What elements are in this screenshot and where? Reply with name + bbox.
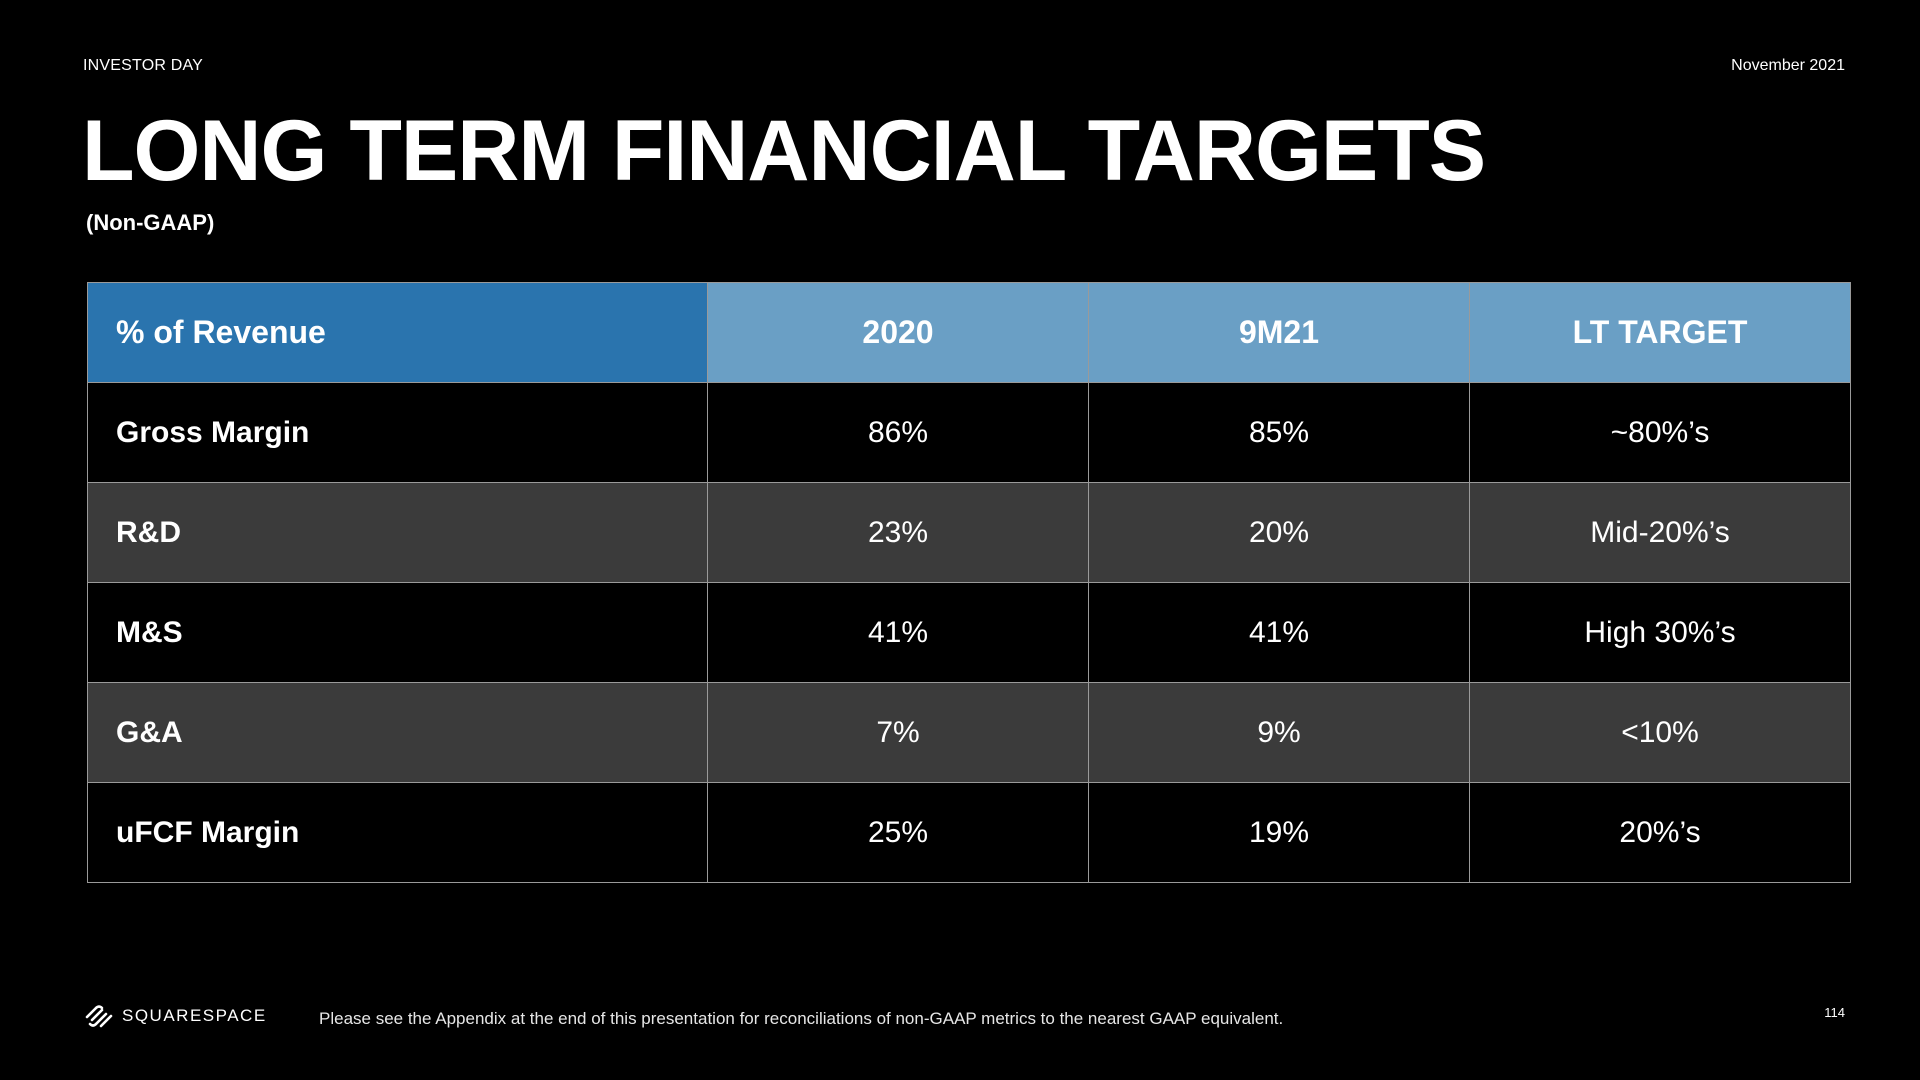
row-label: G&A: [87, 682, 708, 783]
cell-value: 19%: [1088, 782, 1470, 883]
targets-table-container: % of Revenue 2020 9M21 LT TARGET Gross M…: [87, 282, 1851, 883]
cell-value: 25%: [707, 782, 1089, 883]
table-header-row: % of Revenue 2020 9M21 LT TARGET: [87, 282, 1851, 383]
date-label: November 2021: [1731, 57, 1845, 74]
row-label: Gross Margin: [87, 382, 708, 483]
column-header-lt-target: LT TARGET: [1469, 282, 1851, 383]
row-label: M&S: [87, 582, 708, 683]
cell-value: 20%: [1088, 482, 1470, 583]
cell-value: 85%: [1088, 382, 1470, 483]
page-title: LONG TERM FINANCIAL TARGETS: [82, 103, 1486, 199]
cell-value: ~80%’s: [1469, 382, 1851, 483]
page-subtitle: (Non-GAAP): [86, 210, 215, 235]
column-header-2020: 2020: [707, 282, 1089, 383]
cell-value: <10%: [1469, 682, 1851, 783]
table-row: R&D 23% 20% Mid-20%’s: [87, 482, 1851, 583]
brand-name: SQUARESPACE: [122, 1006, 267, 1025]
row-label: uFCF Margin: [87, 782, 708, 883]
table-row: uFCF Margin 25% 19% 20%’s: [87, 782, 1851, 883]
cell-value: 7%: [707, 682, 1089, 783]
table-row: Gross Margin 86% 85% ~80%’s: [87, 382, 1851, 483]
row-label: R&D: [87, 482, 708, 583]
targets-table: % of Revenue 2020 9M21 LT TARGET Gross M…: [87, 282, 1851, 883]
table-row: G&A 7% 9% <10%: [87, 682, 1851, 783]
cell-value: 20%’s: [1469, 782, 1851, 883]
cell-value: 41%: [1088, 582, 1470, 683]
column-header-9m21: 9M21: [1088, 282, 1470, 383]
squarespace-logo-icon: [84, 1004, 114, 1028]
table-row: M&S 41% 41% High 30%’s: [87, 582, 1851, 683]
cell-value: 86%: [707, 382, 1089, 483]
eyebrow-label: INVESTOR DAY: [83, 57, 204, 74]
footnote: Please see the Appendix at the end of th…: [319, 1009, 1284, 1028]
cell-value: 23%: [707, 482, 1089, 583]
cell-value: High 30%’s: [1469, 582, 1851, 683]
brand-logo: SQUARESPACE: [84, 1004, 267, 1028]
column-header-metric: % of Revenue: [87, 282, 708, 383]
cell-value: Mid-20%’s: [1469, 482, 1851, 583]
cell-value: 9%: [1088, 682, 1470, 783]
cell-value: 41%: [707, 582, 1089, 683]
page-number: 114: [1824, 1005, 1845, 1020]
